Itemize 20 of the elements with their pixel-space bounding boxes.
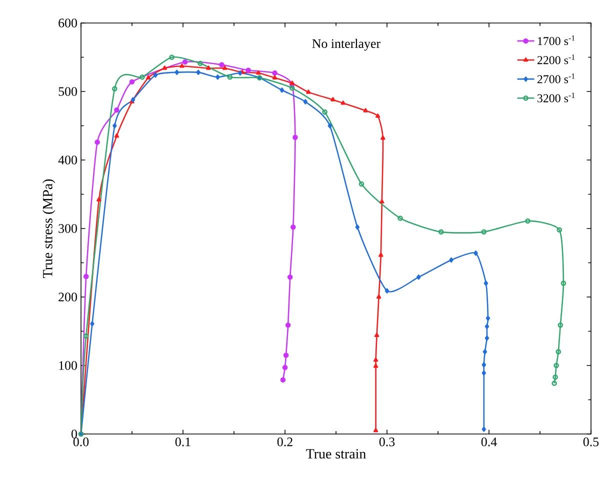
legend-label: 2700 s$^{-1}$ [537, 74, 575, 84]
annotation: No interlayer [312, 38, 380, 51]
y-tick-label: 600 [58, 18, 77, 28]
legend-label: 2200 s$^{-1}$ [537, 54, 575, 64]
y-tick-label: 0 [72, 430, 77, 438]
y-tick-label: 200 [58, 292, 77, 302]
y-tick-label: 300 [58, 224, 77, 233]
x-tick-label: 0.2 [277, 438, 292, 446]
legend-label: 1700 s$^{-1}$ [538, 35, 575, 46]
y-tick-label: 500 [58, 87, 77, 96]
y-axis-title: True stress (MPa) [42, 179, 56, 278]
x-tick-label: 0.1 [175, 438, 190, 446]
y-tick-label: 400 [58, 156, 77, 164]
y-tick-label: 100 [59, 361, 77, 370]
legend-label: 3200 s$^{-1}$ [538, 92, 575, 102]
x-tick-label: 0.5 [583, 438, 599, 446]
x-tick-label: 0.3 [379, 438, 395, 446]
x-tick-label: 0.4 [481, 438, 497, 446]
x-tick-label: 0.0 [73, 438, 89, 446]
x-axis-title: True strain [306, 449, 366, 459]
